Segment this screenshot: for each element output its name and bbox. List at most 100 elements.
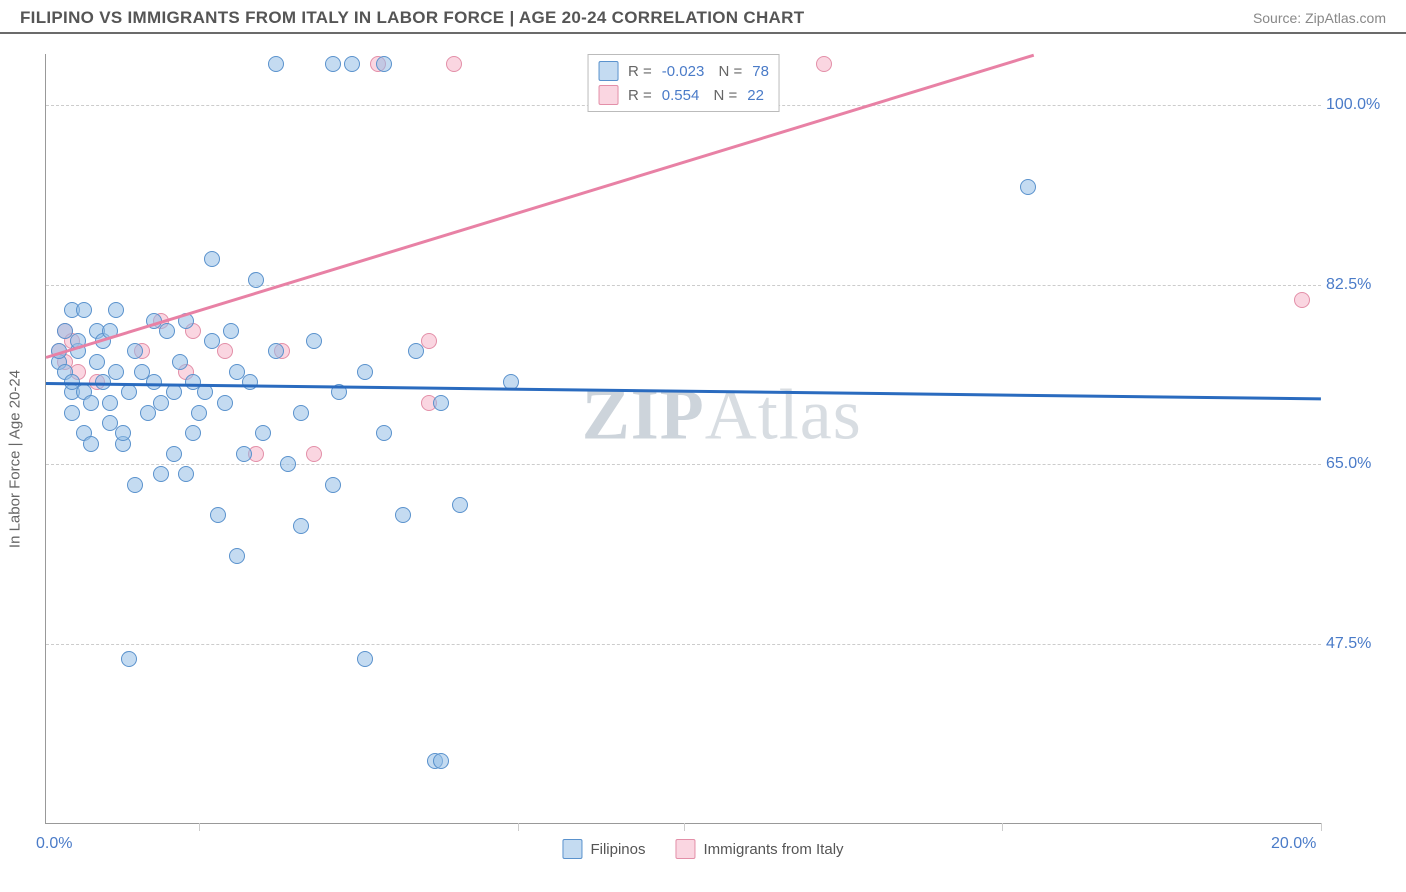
data-point [248, 272, 264, 288]
x-tick-label: 0.0% [36, 835, 72, 853]
data-point [452, 497, 468, 513]
stat-label: R = [628, 63, 652, 80]
data-point [446, 56, 462, 72]
series-legend: Filipinos Immigrants from Italy [562, 839, 843, 859]
data-point [89, 354, 105, 370]
data-point [255, 425, 271, 441]
data-point [166, 384, 182, 400]
data-point [268, 343, 284, 359]
data-point [121, 651, 137, 667]
trend-line [46, 382, 1321, 400]
legend-swatch-pink [676, 839, 696, 859]
data-point [178, 466, 194, 482]
data-point [76, 302, 92, 318]
data-point [121, 384, 137, 400]
legend-row: R = 0.554 N = 22 [598, 83, 769, 107]
data-point [127, 343, 143, 359]
data-point [166, 446, 182, 462]
source-attribution: Source: ZipAtlas.com [1253, 10, 1386, 26]
data-point [325, 56, 341, 72]
data-point [306, 333, 322, 349]
data-point [395, 507, 411, 523]
data-point [816, 56, 832, 72]
y-tick-label: 100.0% [1326, 96, 1396, 114]
stat-label: N = [714, 63, 742, 80]
legend-row: R = -0.023 N = 78 [598, 59, 769, 83]
n-value-2: 22 [747, 87, 764, 104]
data-point [344, 56, 360, 72]
data-point [204, 251, 220, 267]
legend-label: Immigrants from Italy [704, 841, 844, 858]
data-point [408, 343, 424, 359]
watermark-prefix: ZIP [582, 375, 705, 455]
data-point [115, 425, 131, 441]
legend-swatch-blue [562, 839, 582, 859]
data-point [146, 374, 162, 390]
data-point [159, 323, 175, 339]
y-tick-label: 65.0% [1326, 455, 1396, 473]
x-tick [199, 823, 200, 831]
data-point [242, 374, 258, 390]
stat-label: R = [628, 87, 652, 104]
x-tick [684, 823, 685, 831]
data-point [210, 507, 226, 523]
legend-swatch-blue [598, 61, 618, 81]
data-point [433, 395, 449, 411]
data-point [108, 302, 124, 318]
r-value-2: 0.554 [662, 87, 700, 104]
legend-item: Filipinos [562, 839, 645, 859]
y-axis-title: In Labor Force | Age 20-24 [7, 370, 24, 548]
data-point [83, 436, 99, 452]
chart-title: FILIPINO VS IMMIGRANTS FROM ITALY IN LAB… [20, 8, 804, 28]
data-point [191, 405, 207, 421]
x-tick [1002, 823, 1003, 831]
data-point [421, 333, 437, 349]
data-point [433, 753, 449, 769]
data-point [357, 651, 373, 667]
data-point [217, 395, 233, 411]
data-point [127, 477, 143, 493]
data-point [83, 395, 99, 411]
x-tick [518, 823, 519, 831]
x-tick [1321, 823, 1322, 831]
gridline-horizontal [46, 285, 1321, 286]
n-value-1: 78 [752, 63, 769, 80]
y-tick-label: 82.5% [1326, 276, 1396, 294]
data-point [306, 446, 322, 462]
watermark-suffix: Atlas [705, 375, 862, 455]
data-point [293, 405, 309, 421]
x-tick-label: 20.0% [1271, 835, 1316, 853]
data-point [293, 518, 309, 534]
gridline-horizontal [46, 644, 1321, 645]
legend-item: Immigrants from Italy [676, 839, 844, 859]
chart-container: In Labor Force | Age 20-24 ZIPAtlas R = … [0, 34, 1406, 884]
data-point [172, 354, 188, 370]
data-point [185, 425, 201, 441]
data-point [229, 548, 245, 564]
trend-line [46, 54, 1035, 359]
stat-label: N = [709, 87, 737, 104]
data-point [204, 333, 220, 349]
data-point [102, 395, 118, 411]
data-point [236, 446, 252, 462]
chart-header: FILIPINO VS IMMIGRANTS FROM ITALY IN LAB… [0, 0, 1406, 34]
y-tick-label: 47.5% [1326, 635, 1396, 653]
data-point [268, 56, 284, 72]
r-value-1: -0.023 [662, 63, 705, 80]
data-point [357, 364, 373, 380]
data-point [64, 405, 80, 421]
data-point [325, 477, 341, 493]
data-point [108, 364, 124, 380]
legend-swatch-pink [598, 85, 618, 105]
data-point [217, 343, 233, 359]
data-point [376, 56, 392, 72]
data-point [223, 323, 239, 339]
plot-area: ZIPAtlas R = -0.023 N = 78 R = 0.554 N =… [45, 54, 1321, 824]
gridline-horizontal [46, 464, 1321, 465]
legend-label: Filipinos [590, 841, 645, 858]
data-point [280, 456, 296, 472]
data-point [153, 466, 169, 482]
data-point [1294, 292, 1310, 308]
correlation-legend: R = -0.023 N = 78 R = 0.554 N = 22 [587, 54, 780, 112]
data-point [376, 425, 392, 441]
